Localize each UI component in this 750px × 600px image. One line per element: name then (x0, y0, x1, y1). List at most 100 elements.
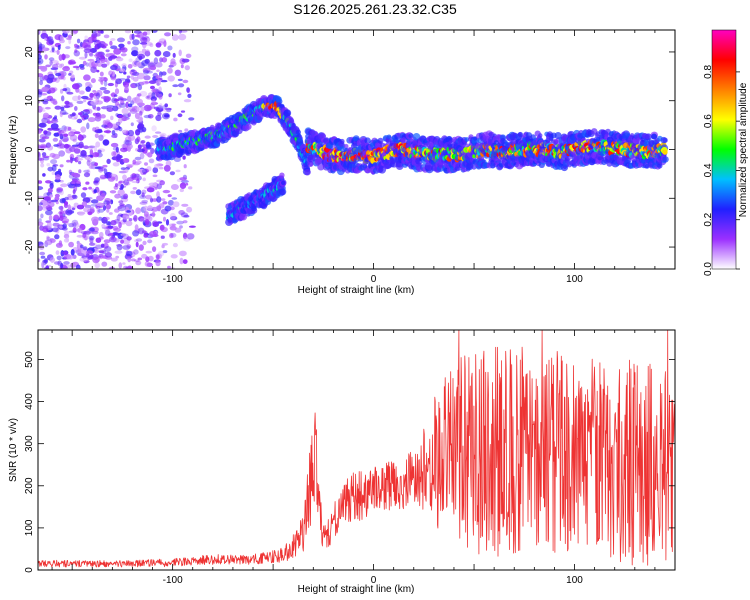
heatmap-cell (127, 112, 131, 118)
heatmap-cell (83, 109, 90, 112)
heatmap-cell (83, 74, 91, 81)
heatmap-cell (41, 136, 50, 140)
heatmap-cell (49, 194, 53, 198)
snr-x-tick-label: 100 (566, 575, 583, 586)
heatmap-cell (55, 242, 63, 248)
heatmap-cell (52, 100, 58, 105)
heatmap-cell (42, 227, 50, 233)
heatmap-cell (39, 251, 46, 256)
heatmap-cell (165, 160, 172, 167)
heatmap-cell (69, 156, 73, 164)
heatmap-cell (85, 86, 91, 92)
heatmap-cell (68, 38, 72, 45)
heatmap-cell (126, 236, 132, 241)
heatmap-cell (139, 201, 148, 205)
heatmap-cell (92, 256, 100, 264)
heatmap-cell (67, 60, 73, 65)
heatmap-cell (170, 184, 179, 190)
heatmap-cell (45, 64, 51, 68)
heatmap-cell (56, 49, 60, 55)
heatmap-cell (122, 215, 129, 220)
heatmap-cell (148, 182, 157, 187)
heatmap-cell (156, 191, 160, 198)
heatmap-cell (127, 265, 133, 269)
heatmap-cell (118, 200, 124, 204)
heatmap-cell (140, 106, 145, 112)
heatmap-cell (147, 114, 154, 119)
heatmap-cell (127, 145, 131, 152)
heatmap-cell (187, 93, 192, 98)
heatmap-cell (134, 156, 142, 161)
heatmap-cell (155, 42, 162, 48)
colorbar-tick-label: 0.0 (703, 262, 714, 276)
heatmap-cell (136, 61, 142, 67)
heatmap-cell (71, 112, 76, 117)
heatmap-cell (137, 84, 143, 91)
heatmap-cell (174, 69, 182, 77)
heatmap-cell (83, 44, 92, 51)
heatmap-cell (63, 105, 70, 109)
heatmap-cell (112, 162, 120, 167)
heatmap-cell (58, 150, 66, 157)
heatmap-cell (164, 32, 171, 37)
spectrogram-x-tick-label: -100 (163, 274, 183, 285)
heatmap-cell (75, 264, 81, 269)
heatmap-cell (281, 180, 286, 185)
heatmap-cell (153, 57, 159, 65)
heatmap-cell (38, 157, 43, 161)
heatmap-cell (145, 49, 150, 56)
heatmap-cell (48, 215, 53, 221)
heatmap-cell (554, 132, 562, 139)
heatmap-cell (130, 258, 136, 262)
heatmap-cell (100, 96, 108, 99)
heatmap-cell (76, 154, 81, 158)
heatmap-cell (120, 167, 126, 170)
heatmap-cell (68, 131, 76, 137)
heatmap-cell (161, 57, 168, 63)
heatmap-cell (83, 207, 90, 213)
heatmap-cell (110, 64, 118, 71)
heatmap-cell (283, 109, 291, 117)
heatmap-cell (83, 169, 90, 173)
heatmap-cell (74, 156, 79, 163)
heatmap-cell (101, 106, 109, 110)
heatmap-cell (41, 109, 46, 112)
heatmap-cell (88, 227, 95, 232)
heatmap-cell (80, 244, 84, 249)
heatmap-cell (130, 122, 134, 127)
heatmap-cell (151, 125, 157, 132)
heatmap-cell (143, 172, 147, 175)
heatmap-cell (147, 255, 154, 262)
spectrogram-y-label: Frequency (Hz) (8, 116, 19, 185)
heatmap-cell (67, 126, 72, 131)
heatmap-cell (85, 181, 90, 185)
heatmap-cell (168, 266, 176, 269)
heatmap-cell (167, 199, 174, 206)
heatmap-cell (143, 233, 149, 238)
heatmap-cell (80, 192, 87, 199)
heatmap-cell (182, 232, 188, 240)
heatmap-cell (73, 148, 81, 154)
heatmap-cell (74, 43, 78, 48)
heatmap-cell (71, 219, 79, 226)
heatmap-cell (140, 42, 148, 45)
heatmap-cell (41, 261, 45, 269)
heatmap-cell (71, 144, 79, 147)
heatmap-cell (91, 199, 99, 204)
heatmap-cell (152, 246, 157, 253)
heatmap-cell (106, 122, 113, 129)
heatmap-cell (132, 39, 140, 46)
heatmap-cell (63, 230, 70, 236)
heatmap-cell (173, 156, 181, 162)
heatmap-cell (50, 60, 59, 64)
heatmap-cell (65, 208, 73, 216)
heatmap-cell (100, 243, 105, 248)
heatmap-cell (44, 258, 48, 264)
heatmap-cell (186, 206, 193, 213)
heatmap-cell (167, 194, 172, 198)
heatmap-cell (77, 95, 81, 100)
heatmap-cell (68, 73, 72, 76)
heatmap-cell (167, 75, 175, 82)
heatmap-cell (80, 126, 87, 133)
